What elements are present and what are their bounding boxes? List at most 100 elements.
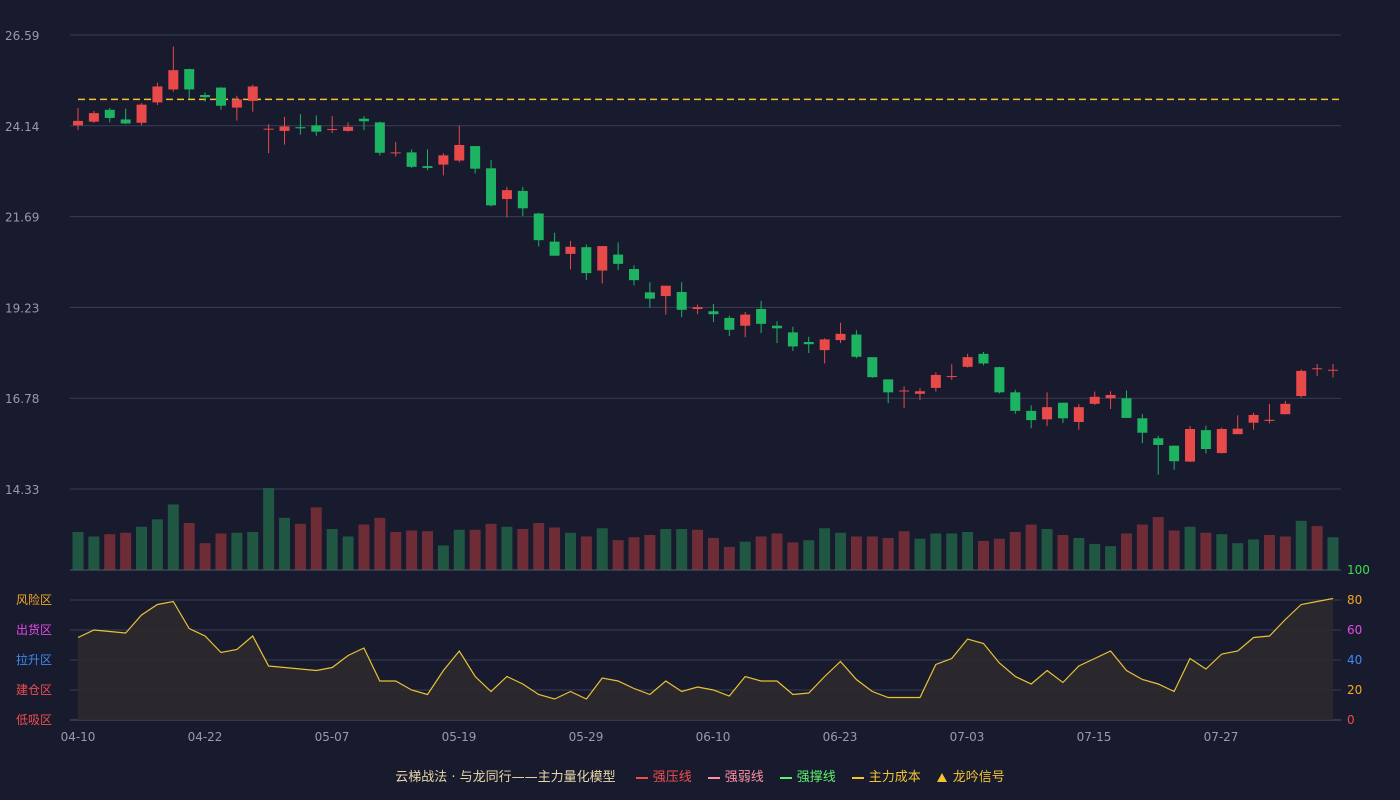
- volume-bar: [850, 536, 862, 570]
- volume-bar: [660, 529, 672, 570]
- candle-body: [978, 353, 989, 364]
- oscillator-tick-label: 20: [1347, 683, 1362, 697]
- volume-bar: [1295, 520, 1307, 570]
- candle: [962, 353, 973, 368]
- legend-line-icon: [635, 776, 648, 779]
- oscillator-tick-label: 40: [1347, 653, 1362, 667]
- candle: [676, 282, 687, 318]
- volume-bar: [1041, 529, 1053, 570]
- candle: [374, 121, 385, 156]
- candle: [470, 146, 481, 174]
- candle: [946, 364, 957, 380]
- volume-bar: [1200, 532, 1212, 570]
- candle-body: [1042, 407, 1053, 420]
- candle-body: [406, 152, 417, 167]
- candle-body: [311, 125, 322, 132]
- candle-body: [1073, 407, 1084, 422]
- volume-bar: [946, 533, 958, 570]
- volume-bar: [1327, 537, 1339, 570]
- volume-bar: [1136, 524, 1148, 570]
- candle: [1042, 392, 1053, 427]
- candle: [1137, 414, 1148, 444]
- zone-label: 出货区: [16, 622, 52, 637]
- candle-body: [1057, 402, 1068, 419]
- candle: [1057, 402, 1068, 424]
- candle: [1169, 445, 1180, 470]
- volume-bar: [104, 534, 116, 570]
- volume-bar: [1184, 526, 1196, 570]
- candle-body: [295, 127, 306, 129]
- volume-bar: [421, 531, 433, 570]
- candle: [692, 304, 703, 315]
- candle-body: [581, 247, 592, 274]
- candle-body: [851, 334, 862, 357]
- volume-bar: [1120, 533, 1132, 570]
- zone-label: 低吸区: [16, 713, 52, 727]
- candle-body: [676, 291, 687, 310]
- volume-bar: [1263, 534, 1275, 570]
- volume-bar: [247, 531, 259, 570]
- candle-body: [1105, 394, 1116, 399]
- candle-body: [692, 307, 703, 310]
- volume-bar: [1311, 526, 1323, 570]
- oscillator-axis: 100 80 60 40 20 0: [1347, 563, 1370, 727]
- volume-bar: [263, 488, 275, 570]
- price-tick-label: 21.69: [5, 211, 39, 225]
- volume-bar: [930, 533, 942, 570]
- oscillator-tick-label: 80: [1347, 593, 1362, 607]
- candle-body: [454, 144, 465, 161]
- volume-bar: [1025, 524, 1037, 570]
- candle: [517, 186, 528, 217]
- candle: [819, 338, 830, 364]
- candle-body: [771, 325, 782, 329]
- legend-label: 强撑线: [796, 770, 836, 785]
- candle-body: [1216, 429, 1227, 454]
- candle: [740, 311, 751, 338]
- volume-bar: [676, 529, 688, 570]
- legend-item: 主力成本: [851, 766, 921, 785]
- candle-body: [1312, 368, 1323, 370]
- candle: [581, 244, 592, 281]
- candle: [851, 330, 862, 359]
- candle-body: [629, 269, 640, 281]
- candle-body: [946, 376, 957, 378]
- candle: [454, 125, 465, 163]
- volume-bar: [882, 537, 894, 570]
- legend-item: 强弱线: [707, 766, 764, 785]
- volume-top-label: 100: [1347, 563, 1370, 577]
- candle-body: [740, 314, 751, 326]
- price-tick-label: 24.14: [5, 120, 39, 134]
- volume-bar: [533, 523, 545, 570]
- volume-bar: [136, 526, 148, 570]
- legend-item: 强压线: [635, 766, 692, 785]
- candle: [787, 326, 798, 351]
- candle: [994, 366, 1005, 394]
- candle-body: [501, 190, 512, 200]
- candle-body: [184, 69, 195, 90]
- candle: [914, 388, 925, 401]
- candle: [1073, 404, 1084, 430]
- volume-bar: [549, 527, 561, 570]
- candle: [422, 149, 433, 171]
- candle: [835, 322, 846, 344]
- volume-bar: [819, 528, 831, 570]
- volume-bar: [580, 536, 592, 570]
- candle: [247, 84, 258, 112]
- volume-bar: [1009, 531, 1021, 570]
- volume-bar: [501, 526, 513, 570]
- volume-bar: [723, 546, 735, 570]
- candle: [501, 186, 512, 218]
- volume-bar: [120, 532, 132, 570]
- candle: [1264, 403, 1275, 424]
- volume-bar: [1232, 543, 1244, 570]
- volume-bar: [866, 536, 878, 570]
- candle-body: [613, 254, 624, 264]
- volume-bar: [898, 531, 910, 570]
- candle-body: [803, 341, 814, 345]
- candle-body: [724, 317, 735, 330]
- candle: [73, 107, 83, 131]
- legend-line-icon: [779, 776, 792, 779]
- volume-bar: [231, 532, 243, 570]
- oscillator-tick-label: 60: [1347, 623, 1362, 637]
- date-tick-label: 06-23: [823, 730, 858, 744]
